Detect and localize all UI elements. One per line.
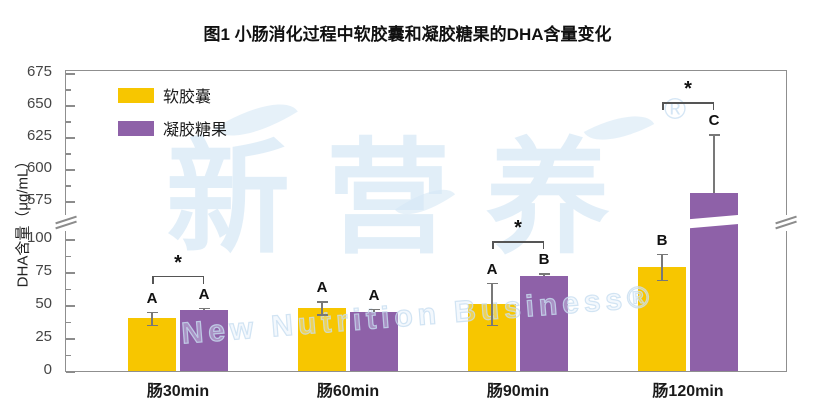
leaf-icon — [583, 101, 655, 155]
legend-item-soft-capsule: 软胶囊 — [118, 83, 227, 107]
watermark-text: 新营养 — [166, 130, 647, 268]
error-bar-cap — [486, 324, 498, 327]
plot-area: 新营养 ® New Nutrition Business® 软胶囊 凝胶糖果 A… — [55, 70, 797, 400]
y-minor-tick — [66, 321, 71, 323]
error-bar-cap — [368, 308, 380, 311]
sig-bracket-tick — [492, 241, 494, 250]
sig-letter: A — [198, 285, 210, 303]
y-major-tick — [66, 371, 75, 373]
sig-letter: A — [368, 286, 380, 304]
error-bar-cap — [486, 282, 498, 285]
error-bar-cap — [146, 324, 158, 327]
y-major-tick — [66, 239, 75, 241]
error-bar — [151, 311, 153, 325]
sig-bracket-tick — [542, 241, 544, 250]
y-minor-tick — [66, 121, 71, 123]
error-bar-cap — [316, 301, 328, 303]
y-minor-tick — [66, 185, 71, 187]
error-bar — [321, 301, 323, 315]
y-major-tick — [66, 201, 75, 203]
error-bar — [713, 134, 715, 194]
y-minor-tick — [66, 255, 71, 257]
y-minor-tick — [66, 354, 71, 356]
sig-bracket-tick — [152, 275, 154, 284]
y-tick-label: 25 — [35, 328, 52, 345]
error-bar-cap — [656, 253, 668, 256]
legend-label: 软胶囊 — [163, 89, 212, 106]
sig-letter: C — [708, 112, 720, 130]
error-bar — [491, 282, 493, 325]
bar-gel-candy — [350, 311, 398, 371]
error-bar-cap — [656, 279, 668, 282]
sig-letter: A — [486, 260, 498, 278]
sig-letter: A — [316, 279, 328, 297]
x-tick-label: 肠90min — [486, 383, 550, 400]
sig-letter: A — [146, 289, 158, 307]
y-tick-label: 50 — [35, 295, 52, 312]
legend-swatch-gel-candy — [118, 120, 154, 136]
error-bar-cap — [316, 314, 328, 316]
sig-star: * — [174, 251, 182, 274]
y-tick-label: 675 — [26, 63, 52, 80]
y-major-tick — [66, 105, 75, 107]
sig-star: * — [684, 78, 692, 101]
legend-label: 凝胶糖果 — [163, 122, 228, 139]
sig-bracket-tick — [712, 102, 714, 111]
sig-bracket-tick — [202, 275, 204, 284]
error-bar-cap — [198, 307, 210, 310]
y-major-tick — [66, 338, 75, 340]
bar-soft-capsule — [638, 266, 686, 371]
sig-bracket — [492, 241, 544, 243]
x-tick-label: 肠30min — [146, 383, 210, 400]
sig-letter: B — [656, 231, 668, 249]
bar-soft-capsule — [298, 307, 346, 371]
bar-soft-capsule — [128, 318, 176, 371]
y-major-tick — [66, 305, 75, 307]
y-tick-label: 600 — [26, 159, 52, 176]
y-tick-label: 650 — [26, 95, 52, 112]
y-tick-label: 100 — [26, 229, 52, 246]
y-major-tick — [66, 272, 75, 274]
y-major-tick — [66, 137, 75, 139]
error-bar-cap — [708, 134, 720, 136]
bar-gel-candy — [685, 193, 745, 371]
error-bar — [661, 253, 663, 280]
legend: 软胶囊 凝胶糖果 — [118, 83, 227, 149]
sig-bracket — [662, 102, 714, 104]
y-major-tick — [66, 169, 75, 171]
x-tick-label: 肠60min — [316, 383, 380, 400]
sig-star: * — [514, 217, 522, 240]
y-minor-tick — [66, 153, 71, 155]
legend-swatch-soft-capsule — [118, 87, 154, 103]
y-minor-tick — [66, 89, 71, 91]
figure-title: 图1 小肠消化过程中软胶囊和凝胶糖果的DHA含量变化 — [203, 25, 612, 44]
y-major-tick — [66, 73, 75, 75]
y-tick-label: 75 — [35, 262, 52, 279]
bar-axis-break-gap — [685, 214, 745, 229]
x-tick-label: 肠120min — [652, 383, 724, 400]
axis-break-mark — [55, 215, 77, 231]
y-axis-tick-labels: 0 25 50 75 100 575 600 625 650 675 — [0, 0, 58, 412]
bar-gel-candy — [520, 275, 568, 371]
error-bar-cap — [538, 273, 550, 275]
legend-item-gel-candy: 凝胶糖果 — [118, 116, 227, 140]
leaf-icon — [394, 176, 456, 228]
sig-bracket-tick — [662, 102, 664, 111]
sig-bracket — [152, 275, 204, 278]
y-tick-label: 625 — [26, 127, 52, 144]
bar-gel-candy — [180, 310, 228, 371]
watermark-subtitle: New Nutrition Business® — [180, 280, 656, 351]
error-bar-cap — [146, 311, 158, 314]
axis-break-mark — [775, 215, 797, 231]
y-tick-label: 0 — [43, 361, 52, 378]
sig-letter: B — [538, 251, 550, 269]
y-minor-tick — [66, 288, 71, 290]
y-tick-label: 575 — [26, 191, 52, 208]
